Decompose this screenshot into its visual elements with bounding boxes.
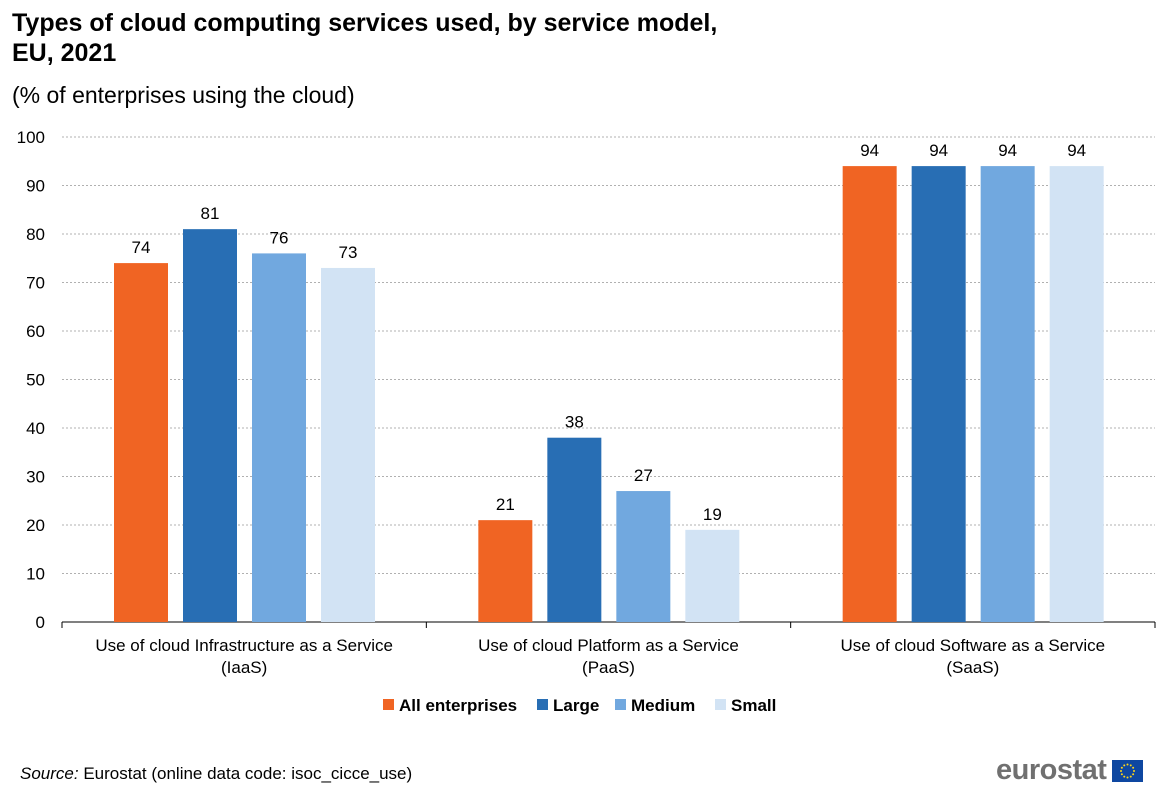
bar [685,529,740,622]
source-note: Source: Eurostat (online data code: isoc… [20,764,412,784]
chart-title: Types of cloud computing services used, … [12,8,912,68]
y-tick-label: 10 [26,565,45,584]
star-icon [1121,772,1124,775]
x-category-label: Use of cloud Software as a Service [841,636,1106,655]
legend-swatch [715,699,726,710]
source-text: Eurostat (online data code: isoc_cicce_u… [78,764,413,783]
bar [252,253,306,622]
logo-text: eurostat [996,754,1107,786]
x-category-label: (IaaS) [221,658,267,677]
data-label: 74 [132,238,151,257]
x-category-label: (SaaS) [946,658,999,677]
x-category-label: Use of cloud Infrastructure as a Service [95,636,393,655]
y-tick-label: 70 [26,274,45,293]
bar [114,263,168,622]
legend-swatch [537,699,548,710]
star-icon [1132,772,1135,775]
y-tick-label: 40 [26,419,45,438]
bar [616,491,671,622]
star-icon [1123,775,1126,778]
star-icon [1126,763,1129,765]
data-label: 73 [339,243,358,262]
bar [183,229,237,622]
y-tick-label: 20 [26,516,45,535]
data-label: 94 [929,141,948,160]
y-tick-label: 50 [26,371,45,390]
source-label: Source: [20,764,79,783]
x-category-label: Use of cloud Platform as a Service [478,636,739,655]
data-label: 94 [860,141,879,160]
star-icon [1130,775,1133,778]
data-label: 38 [565,413,584,432]
data-label: 27 [634,466,653,485]
y-tick-label: 100 [17,128,45,147]
data-label: 76 [270,228,289,247]
eurostat-logo: eurostat [996,754,1144,787]
bar-chart: 0 10 20 30 40 50 60 70 80 90 100 74 21 94 81 38 94 76 27 94… [17,128,1156,715]
legend-swatch [383,699,394,710]
title-line-2: EU, 2021 [12,39,117,67]
legend-label: All enterprises [399,696,517,715]
legend-label: Medium [631,696,695,715]
data-label: 94 [998,141,1017,160]
data-label: 19 [703,505,722,524]
legend-label: Large [553,696,599,715]
bar [547,437,602,622]
bar [1049,166,1104,622]
title-line-1: Types of cloud computing services used, … [12,9,718,37]
x-category-label: (PaaS) [582,658,635,677]
star-icon [1120,769,1123,772]
bar [478,520,533,622]
y-tick-label: 80 [26,225,45,244]
data-label: 94 [1067,141,1086,160]
star-icon [1121,766,1124,769]
y-tick-label: 0 [36,613,45,632]
bar [911,166,966,622]
star-icon [1126,776,1129,778]
star-icon [1123,763,1126,766]
bar [321,267,375,622]
star-icon [1132,766,1135,769]
bar [842,166,897,622]
star-icon [1130,763,1133,766]
y-tick-label: 60 [26,322,45,341]
eu-flag-icon [1112,759,1144,782]
legend-label: Small [731,696,776,715]
y-tick-label: 90 [26,177,45,196]
legend-swatch [615,699,626,710]
chart-subtitle: (% of enterprises using the cloud) [12,82,355,108]
data-label: 21 [496,495,515,514]
star-icon [1133,769,1136,772]
y-tick-label: 30 [26,468,45,487]
data-label: 81 [201,204,220,223]
bar [980,166,1035,622]
